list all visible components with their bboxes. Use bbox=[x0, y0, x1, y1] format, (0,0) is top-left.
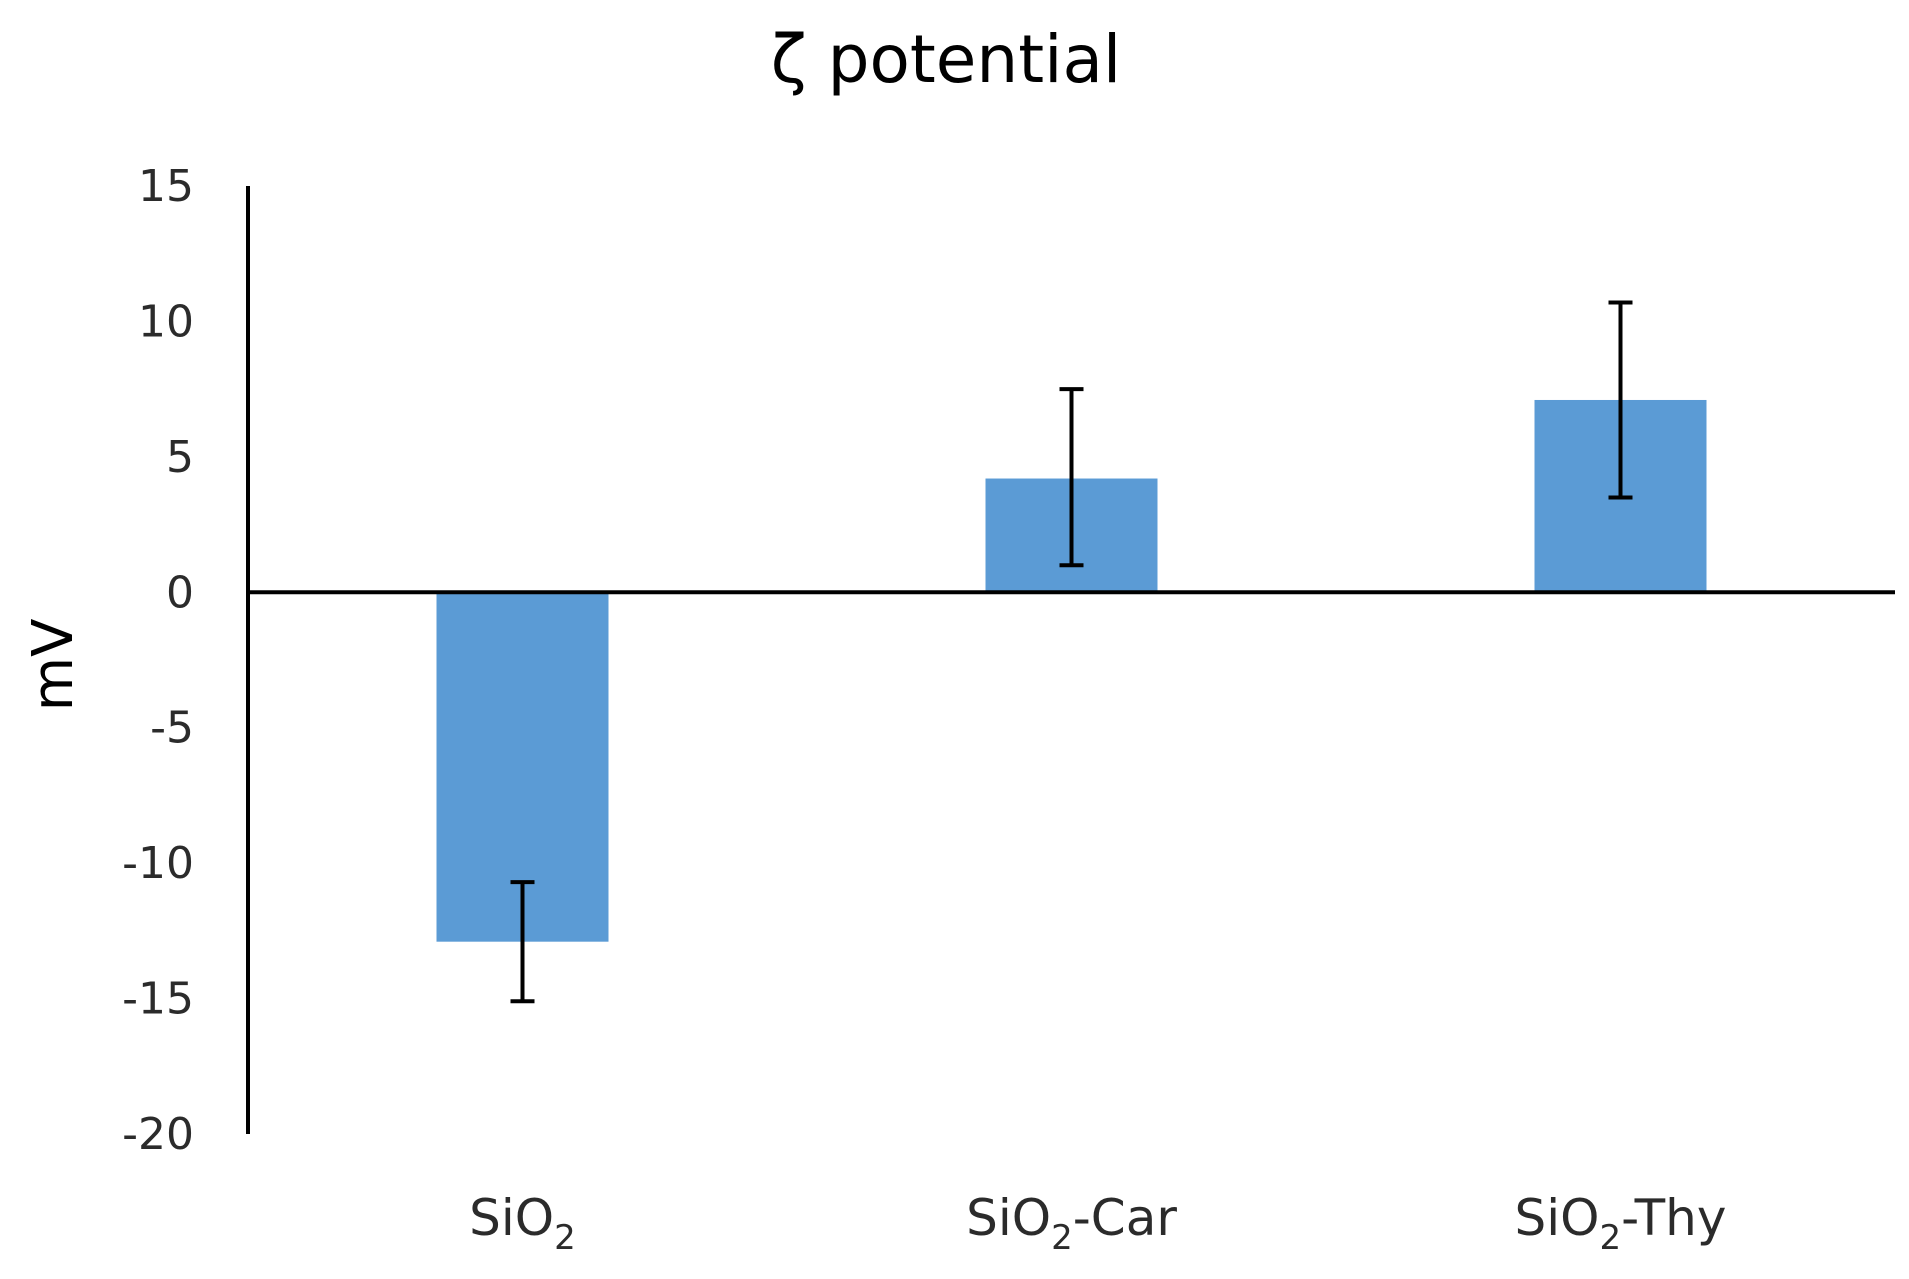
x-tick-label-suffix: -Car bbox=[1073, 1189, 1178, 1247]
error-bars bbox=[510, 300, 1633, 1004]
y-tick-label: 0 bbox=[166, 567, 194, 618]
x-tick-label: SiO2 bbox=[469, 1189, 576, 1258]
error-bar bbox=[1608, 300, 1633, 500]
y-tick-label: -15 bbox=[122, 974, 194, 1025]
axes bbox=[246, 186, 1895, 1134]
y-tick-label: -5 bbox=[150, 703, 194, 754]
x-tick-label-subscript: 2 bbox=[554, 1218, 576, 1258]
x-tick-label-subscript: 2 bbox=[1600, 1218, 1622, 1258]
error-bar bbox=[1059, 387, 1084, 568]
y-axis-ticks: 15 10 5 0 -5 -10 -15 -20 bbox=[122, 161, 194, 1160]
x-axis-category-labels: SiO2 SiO2-Car SiO2-Thy bbox=[469, 1189, 1726, 1258]
y-tick-label: 15 bbox=[138, 161, 194, 212]
x-tick-label-suffix: -Thy bbox=[1621, 1189, 1726, 1247]
x-tick-label-base: SiO bbox=[966, 1189, 1051, 1247]
y-axis-label: mV bbox=[21, 619, 86, 712]
x-tick-label-base: SiO bbox=[469, 1189, 554, 1247]
x-tick-label: SiO2-Car bbox=[966, 1189, 1177, 1258]
x-tick-label-base: SiO bbox=[1515, 1189, 1600, 1247]
y-tick-label: -20 bbox=[122, 1109, 194, 1160]
y-tick-label: 10 bbox=[138, 296, 194, 347]
error-bar bbox=[510, 880, 535, 1004]
x-tick-label-subscript: 2 bbox=[1051, 1218, 1073, 1258]
x-tick-label: SiO2-Thy bbox=[1515, 1189, 1727, 1258]
y-tick-label: -10 bbox=[122, 838, 194, 889]
chart-title: ζ potential bbox=[771, 21, 1121, 98]
y-tick-label: 5 bbox=[166, 432, 194, 483]
